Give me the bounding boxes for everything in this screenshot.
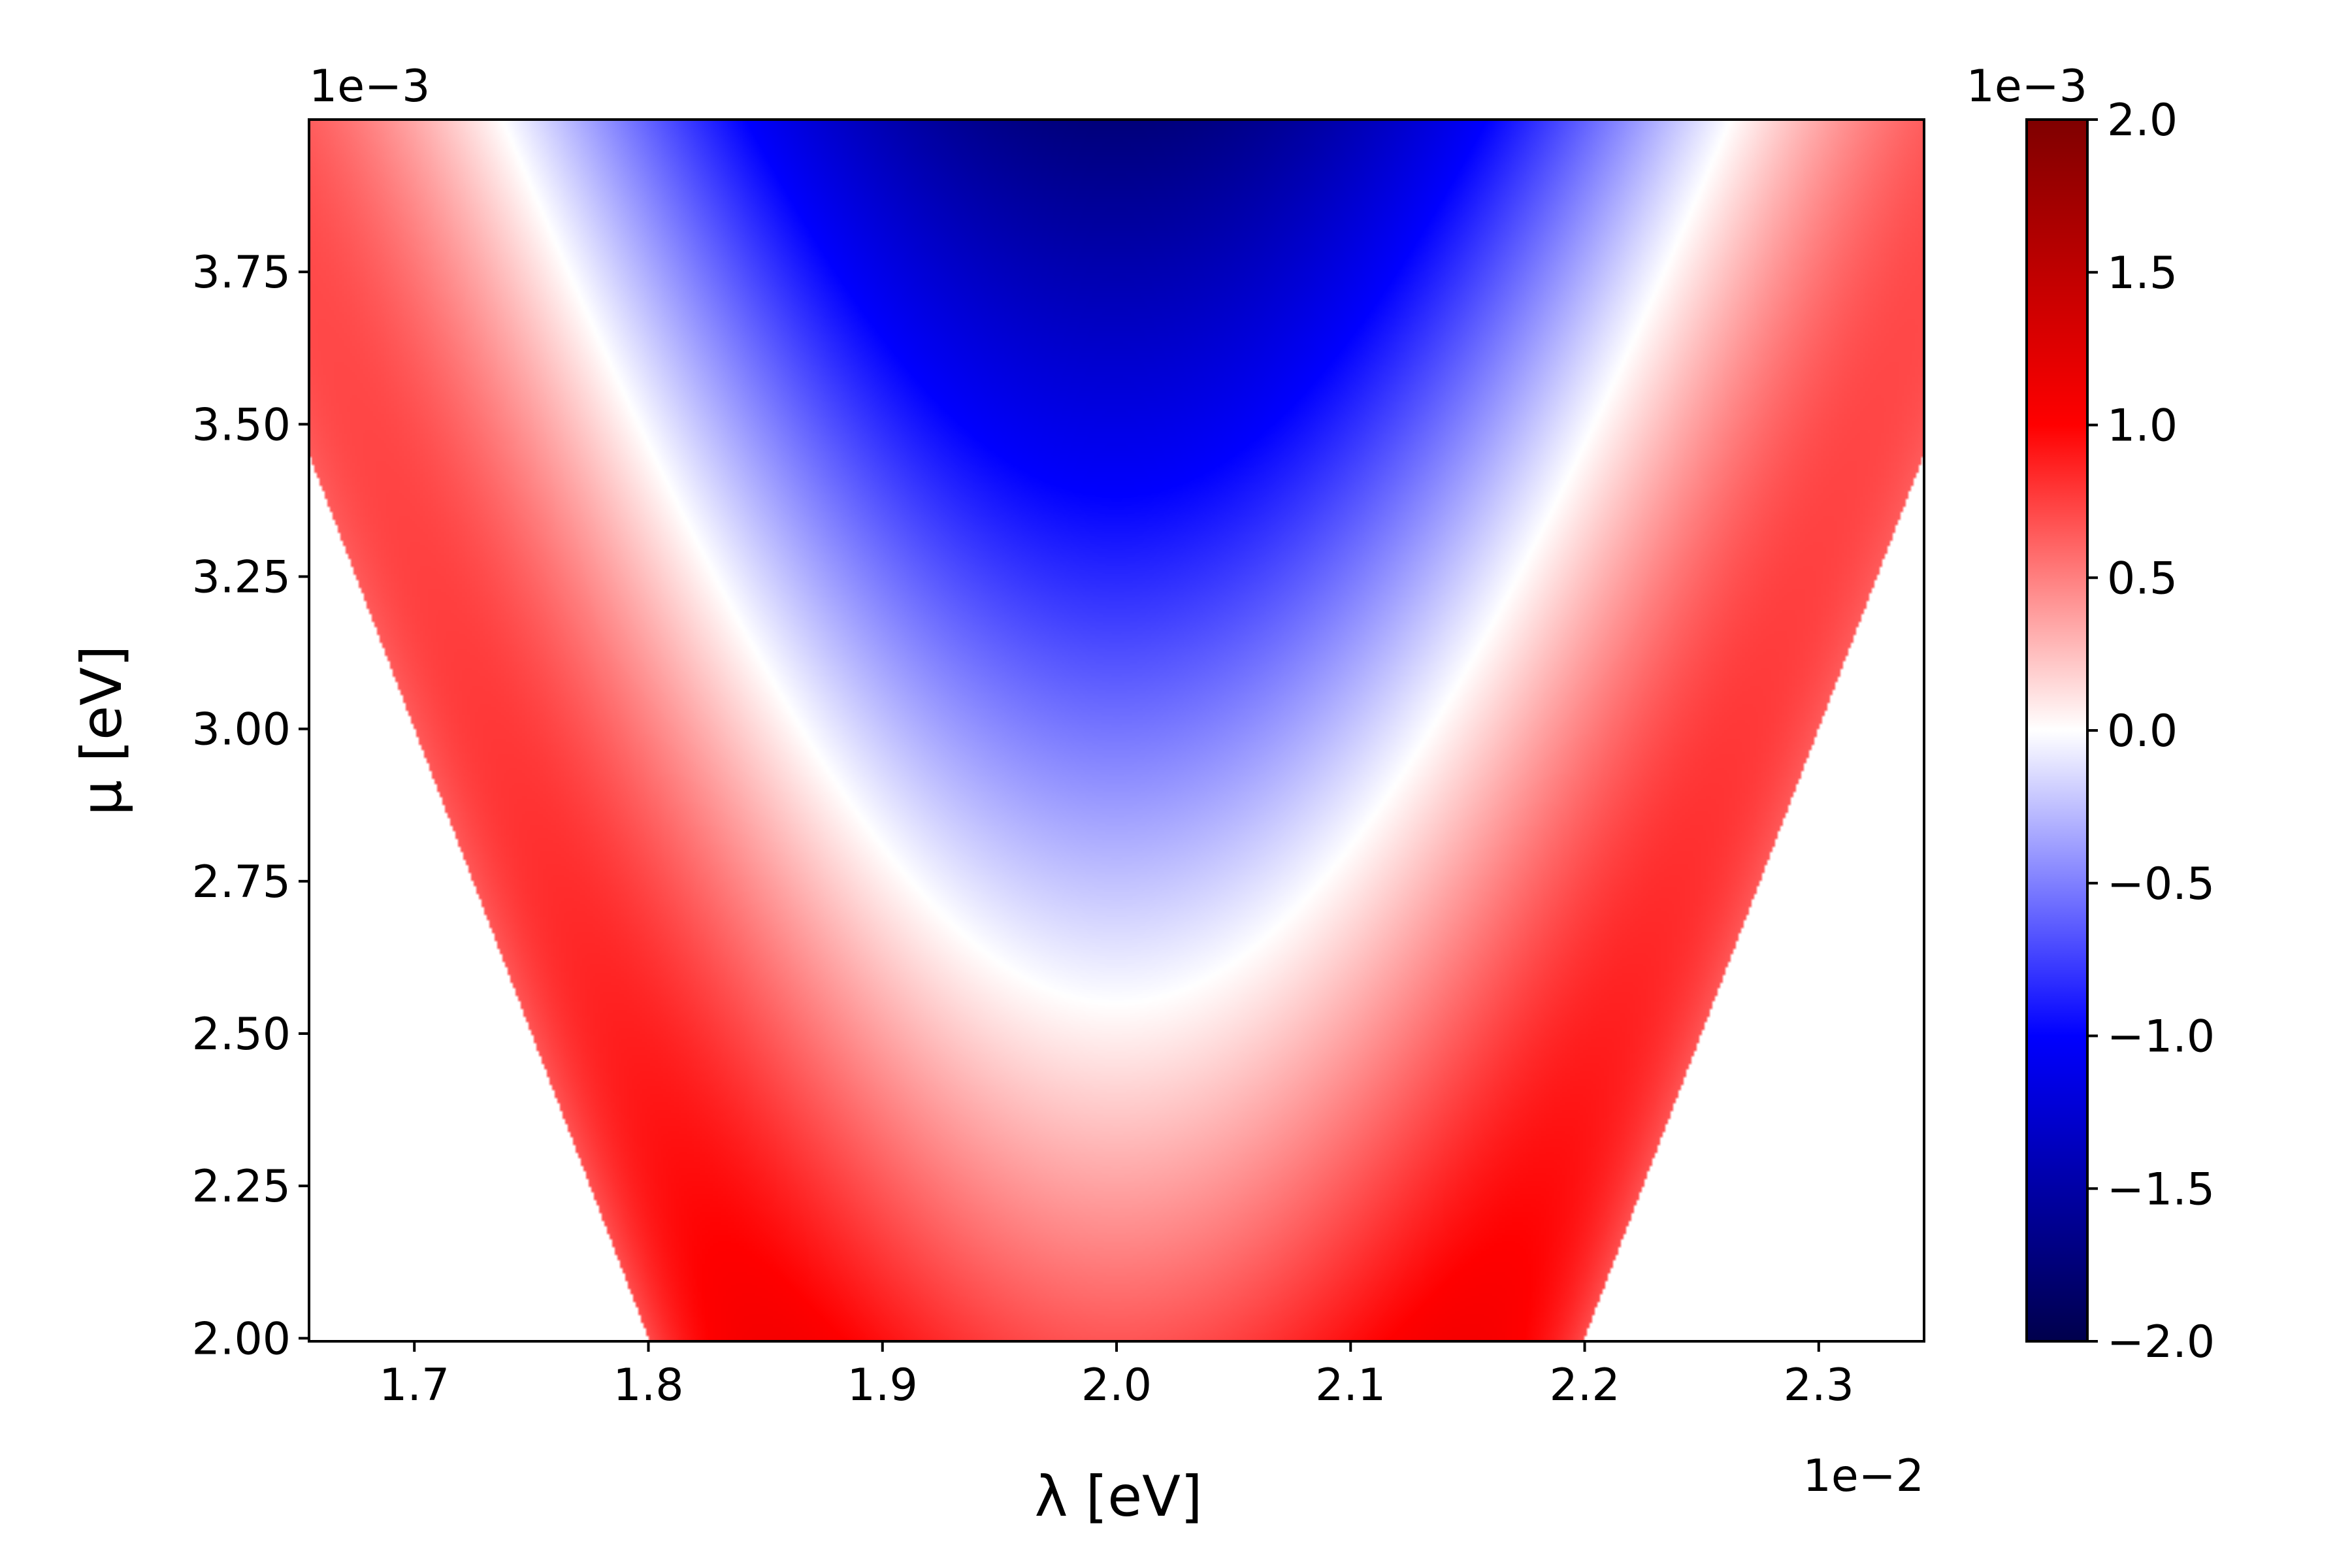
colorbar-gradient — [2027, 120, 2087, 1341]
x-tick-label: 2.1 — [1315, 1360, 1386, 1411]
colorbar-tick-label: 2.0 — [2107, 95, 2178, 146]
colorbar-tick-label: −2.0 — [2107, 1316, 2215, 1368]
x-tick-label: 1.7 — [379, 1360, 449, 1411]
x-axis-label: λ [eV] — [1034, 1464, 1202, 1529]
colorbar-tick-label: −1.0 — [2107, 1011, 2215, 1063]
y-tick-label: 3.50 — [192, 399, 291, 451]
y-axis-label: μ [eV] — [69, 645, 135, 816]
x-tick-label: 2.3 — [1784, 1360, 1854, 1411]
y-tick-label: 2.00 — [192, 1313, 291, 1365]
colorbar-tick-label: 0.0 — [2107, 706, 2178, 757]
x-tick-label: 2.0 — [1081, 1360, 1152, 1411]
colorbar-ticks: 2.0 1.5 1.0 0.5 0.0 −0.5 −1.0 −1.5 −2.0 — [2087, 95, 2215, 1368]
y-tick-label: 2.75 — [192, 857, 291, 908]
colorbar-tick-label: 1.5 — [2107, 248, 2178, 299]
x-axis-ticks: 1.7 1.8 1.9 2.0 2.1 2.2 2.3 — [379, 1341, 1854, 1411]
x-tick-label: 1.8 — [613, 1360, 683, 1411]
colorbar-tick-label: 1.0 — [2107, 400, 2178, 452]
colorbar-tick-label: 0.5 — [2107, 553, 2178, 604]
y-offset-text: 1e−3 — [309, 61, 430, 112]
x-offset-text: 1e−2 — [1803, 1450, 1924, 1502]
y-tick-label: 3.75 — [192, 247, 291, 299]
colorbar-offset-text: 1e−3 — [1967, 61, 2087, 112]
y-tick-label: 2.50 — [192, 1009, 291, 1060]
y-tick-label: 2.25 — [192, 1161, 291, 1213]
colorbar-tick-label: −0.5 — [2107, 858, 2215, 910]
x-tick-label: 2.2 — [1549, 1360, 1620, 1411]
colorbar-tick-label: −1.5 — [2107, 1164, 2215, 1215]
x-tick-label: 1.9 — [847, 1360, 918, 1411]
heatmap-image — [309, 120, 1924, 1341]
y-tick-label: 3.00 — [192, 704, 291, 756]
y-tick-label: 3.25 — [192, 552, 291, 604]
y-axis-ticks: 2.00 2.25 2.50 2.75 3.00 3.25 3.50 3.75 — [192, 247, 309, 1365]
